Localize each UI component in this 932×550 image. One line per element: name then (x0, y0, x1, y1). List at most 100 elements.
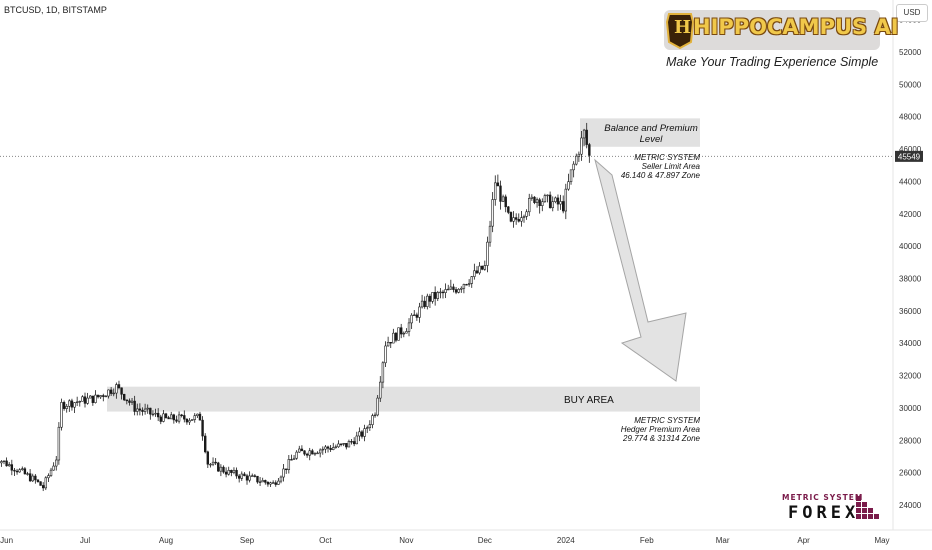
candle (410, 313, 413, 329)
candle (321, 446, 324, 455)
candle (224, 467, 228, 478)
candle (389, 341, 392, 349)
candle (245, 473, 249, 485)
projection-arrow (594, 158, 687, 382)
candle (381, 361, 385, 389)
y-tick-label: 48000 (899, 113, 922, 122)
candle (324, 444, 327, 454)
candle (164, 412, 168, 419)
candle (227, 466, 230, 476)
candle (89, 395, 92, 399)
candle (125, 399, 129, 405)
candle (44, 476, 48, 491)
candle (475, 266, 479, 274)
candle (488, 220, 492, 247)
candle (60, 398, 63, 431)
candle (499, 180, 502, 210)
candle (193, 413, 196, 423)
candle (366, 425, 369, 434)
y-tick-label: 42000 (899, 210, 922, 219)
candle (70, 398, 74, 411)
candle (517, 213, 520, 223)
y-tick-label: 46000 (899, 145, 922, 154)
candle (441, 289, 445, 299)
candle (26, 471, 29, 476)
candle (258, 477, 262, 487)
candle (99, 395, 102, 399)
candle (8, 462, 11, 467)
candle (522, 214, 526, 223)
candle (460, 286, 463, 293)
candle (219, 464, 223, 477)
candle (313, 452, 317, 456)
candle (543, 193, 547, 203)
candle (480, 265, 484, 271)
candle (143, 403, 147, 415)
candle (572, 161, 575, 178)
y-tick-label: 36000 (899, 307, 922, 316)
candle (120, 387, 123, 400)
candle (185, 418, 189, 425)
candle (285, 468, 288, 474)
candles-layer (0, 122, 591, 492)
candle (371, 413, 374, 429)
candle (399, 323, 403, 339)
candle (329, 444, 332, 452)
candle (483, 260, 487, 271)
candle (86, 392, 89, 405)
y-tick-label: 32000 (899, 372, 922, 381)
candle (363, 424, 366, 442)
candle (473, 263, 476, 280)
brand-name: HIPPOCAMPUS AI (693, 15, 899, 39)
candle (444, 283, 447, 299)
candle (133, 395, 136, 416)
y-tick-label: 40000 (899, 242, 922, 251)
candle (2, 460, 6, 465)
candle (211, 457, 215, 467)
candle (588, 142, 591, 163)
candle (494, 175, 497, 206)
candle (431, 292, 434, 304)
watermark-top: METRIC SYSTEM (782, 493, 864, 502)
candle (180, 413, 183, 418)
candle (405, 328, 408, 334)
candle (206, 450, 210, 468)
candle (538, 197, 541, 214)
candle (554, 196, 557, 204)
candle (415, 312, 419, 321)
candle (47, 473, 50, 482)
candle (159, 414, 162, 425)
candle (428, 293, 432, 308)
candle (248, 471, 251, 483)
candle (290, 454, 293, 461)
candle (352, 437, 356, 447)
x-tick-label: Dec (478, 536, 492, 545)
candle (190, 419, 194, 421)
candle (149, 407, 152, 420)
candle (237, 474, 241, 483)
candle (264, 479, 267, 485)
candle (104, 395, 108, 398)
candle (439, 288, 442, 299)
candle (130, 398, 134, 405)
candle (188, 418, 191, 425)
candle (350, 438, 353, 445)
candle (486, 236, 489, 273)
currency-button[interactable]: USD (896, 4, 928, 22)
candle (128, 398, 131, 406)
candle (21, 466, 24, 471)
candle (243, 472, 246, 477)
candle (75, 396, 79, 407)
y-tick-label: 34000 (899, 339, 922, 348)
candle (501, 194, 505, 202)
candle (311, 448, 314, 455)
candle (305, 452, 309, 458)
seller-annotation: METRIC SYSTEM Seller Limit Area 46.140 &… (621, 153, 700, 180)
premium-zone-title: Balance and Premium Level (604, 123, 698, 145)
candle (204, 433, 207, 454)
x-tick-label: Aug (159, 536, 173, 545)
candle (81, 395, 84, 402)
zones-layer (107, 118, 700, 412)
candle (138, 403, 142, 416)
